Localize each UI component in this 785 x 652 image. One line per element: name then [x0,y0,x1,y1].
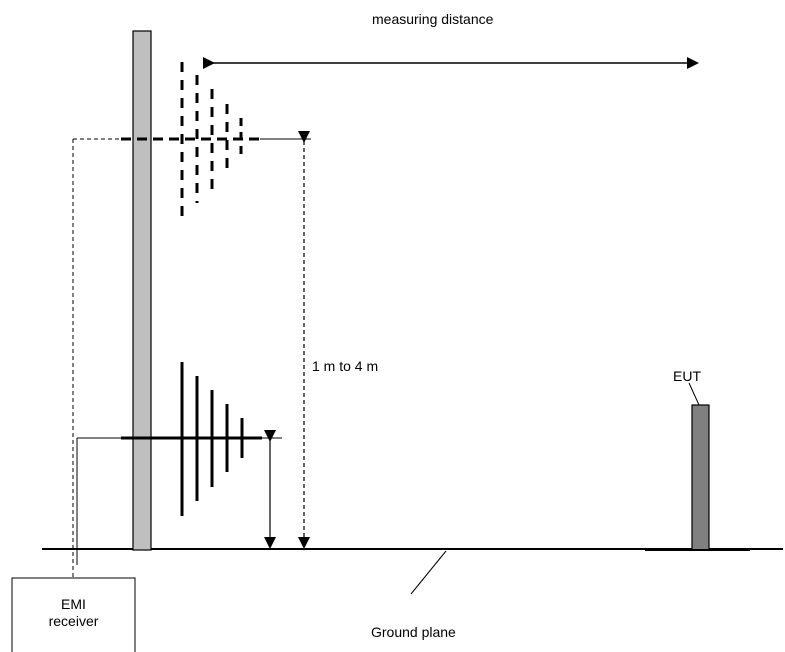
upper-antenna-position [72,62,311,600]
emi-receiver-label-line2: receiver [48,613,99,629]
eut-device [691,404,710,551]
antenna-mast [132,30,152,551]
ground-plane-leader [410,550,447,595]
height-range-label: 1 m to 4 m [312,358,379,374]
emi-receiver-box [11,577,136,652]
eut-leader [688,382,700,406]
emi-receiver-label-line1: EMI [61,596,86,612]
lower-antenna-position [76,362,282,565]
measuring-distance-label: measuring distance [372,11,494,27]
eut-label: EUT [673,368,701,384]
ground-plane-label: Ground plane [371,624,456,640]
